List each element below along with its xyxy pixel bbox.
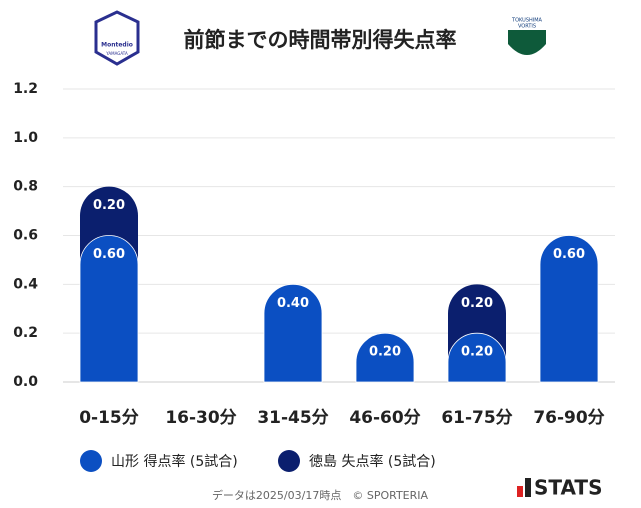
x-tick-label: 46-60分 — [349, 408, 420, 428]
brand: STATS — [534, 476, 602, 500]
value-label: 0.60 — [93, 247, 125, 262]
legend-label: 徳島 失点率 (5試合) — [309, 453, 436, 470]
away-logo-sub: VORTIS — [518, 24, 536, 30]
value-label: 0.40 — [277, 296, 309, 311]
y-tick-label: 1.0 — [13, 130, 38, 146]
home-logo-sub: YAMAGATA — [105, 51, 128, 56]
y-tick-label: 0.0 — [13, 374, 38, 390]
x-tick-label: 0-15分 — [79, 408, 139, 428]
value-label: 0.20 — [369, 345, 401, 360]
bar — [79, 235, 139, 383]
bar — [263, 284, 323, 383]
y-tick-label: 1.2 — [13, 81, 38, 97]
away-logo: TOKUSHIMA VORTIS — [508, 18, 546, 55]
y-tick-label: 0.2 — [13, 325, 38, 341]
y-tick-label: 0.8 — [13, 179, 38, 195]
legend-marker — [278, 450, 300, 472]
x-tick-label: 61-75分 — [441, 408, 512, 428]
away-logo-text: TOKUSHIMA — [511, 18, 543, 24]
y-tick-label: 0.4 — [13, 276, 38, 292]
bar — [539, 235, 599, 383]
value-label: 0.20 — [93, 198, 125, 213]
brand-icon — [525, 478, 531, 497]
brand-icon — [517, 486, 523, 497]
legend-label: 山形 得点率 (5試合) — [111, 453, 238, 470]
chart-title: 前節までの時間帯別得失点率 — [184, 28, 457, 52]
home-logo: Montedio YAMAGATA — [94, 10, 140, 66]
y-tick-label: 0.6 — [13, 228, 38, 244]
footer: データは2025/03/17時点 © SPORTERIA — [212, 488, 429, 502]
value-label: 0.60 — [553, 247, 585, 262]
bar — [447, 332, 507, 383]
x-tick-label: 76-90分 — [533, 408, 604, 428]
value-label: 0.20 — [461, 345, 493, 360]
home-logo-text: Montedio — [101, 42, 133, 49]
value-label: 0.20 — [461, 296, 493, 311]
legend-marker — [80, 450, 102, 472]
bar — [355, 332, 415, 383]
x-tick-label: 16-30分 — [165, 408, 236, 428]
x-tick-label: 31-45分 — [257, 408, 328, 428]
